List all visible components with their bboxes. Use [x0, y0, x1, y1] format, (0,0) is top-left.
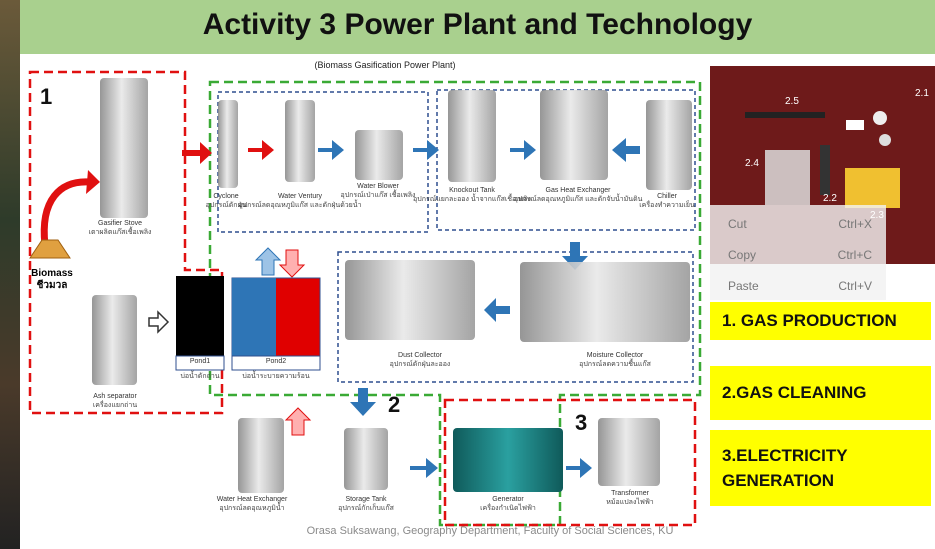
section-number: 1 — [40, 84, 52, 110]
arrow — [413, 140, 439, 160]
arrow — [280, 250, 304, 277]
component-label: Water Ventury — [278, 193, 322, 201]
photo-item — [873, 111, 887, 125]
component-thai: อุปกรณ์ลดอุณหภูมิแก๊ส และดักฝุ่นด้วยน้ำ — [238, 202, 361, 210]
component-label: Generator — [492, 496, 524, 504]
menu-label: Cut — [728, 217, 747, 231]
photo-label: 2.5 — [785, 96, 799, 107]
arrow — [256, 248, 280, 275]
component-label: Ash separator — [93, 393, 137, 401]
component-image — [92, 295, 137, 385]
component-thai: หม้อแปลงไฟฟ้า — [606, 499, 653, 507]
biomass-pile — [30, 240, 70, 258]
component-thai: เครื่องกำเนิดไฟฟ้า — [480, 505, 536, 513]
section-number: 3 — [575, 410, 587, 436]
menu-item[interactable]: Paste Ctrl+V — [712, 270, 888, 301]
photo-label: 2.1 — [915, 88, 929, 99]
photo-item — [879, 134, 891, 146]
component-image — [646, 100, 692, 190]
arrow — [566, 458, 592, 478]
component-label: Water Heat Exchanger — [217, 496, 288, 504]
component-image — [520, 262, 690, 342]
component-thai: อุปกรณ์ลดอุณหภูมิแก๊ส และดักจับน้ำมันดิน — [514, 196, 643, 204]
component-image — [285, 100, 315, 182]
pond-2-cool — [232, 278, 276, 356]
component-label: Water Blower — [357, 183, 399, 191]
component-label: Dust Collector — [398, 352, 442, 360]
stage-box: 2.GAS CLEANING — [710, 366, 931, 420]
photo-label: 2.4 — [745, 158, 759, 169]
component-thai: อุปกรณ์เป่าแก๊ส เชื้อเพลิง — [341, 192, 416, 200]
arrow — [86, 170, 100, 194]
component-thai: เครื่องแยกถ่าน — [93, 402, 137, 410]
component-thai: อุปกรณ์กักเก็บแก๊ส — [338, 505, 394, 513]
menu-label: Paste — [728, 279, 759, 293]
arrow — [484, 298, 510, 322]
component-label: Storage Tank — [345, 496, 386, 504]
component-label: Transformer — [611, 490, 649, 498]
section-number: 2 — [388, 392, 400, 418]
arrow — [286, 408, 310, 435]
component-label: Gasifier Stove — [98, 220, 142, 228]
component-label: Biomass — [31, 268, 73, 280]
menu-label: Copy — [728, 248, 756, 262]
arrow — [318, 140, 344, 160]
stage-box: 1. GAS PRODUCTION — [710, 302, 931, 340]
component-label: Cyclone — [213, 193, 238, 201]
component-label: Moisture Collector — [587, 352, 643, 360]
component-thai: เครื่องทำความเย็น — [639, 202, 694, 210]
photo-item — [846, 120, 864, 130]
photo-item — [765, 150, 810, 205]
menu-shortcut: Ctrl+C — [838, 248, 872, 262]
component-image — [345, 260, 475, 340]
component-label: Chiller — [657, 193, 677, 201]
arrow — [410, 458, 438, 478]
photo-item — [820, 145, 830, 195]
component-image — [218, 100, 238, 188]
component-image — [448, 90, 496, 182]
stage-box: 3.ELECTRICITY GENERATION — [710, 430, 931, 506]
photo-item — [845, 168, 900, 208]
arrow — [149, 312, 168, 332]
component-thai: บ่อน้ำระบายความร้อน — [242, 373, 309, 381]
arrow — [182, 142, 212, 164]
menu-item[interactable]: Cut Ctrl+X — [712, 208, 888, 239]
component-thai: อุปกรณ์ลดอุณหภูมิน้ำ — [219, 505, 284, 513]
footer: Orasa Suksawang, Geography Department, F… — [300, 524, 680, 538]
arrow — [350, 388, 376, 416]
arrow — [612, 138, 640, 162]
component-image — [344, 428, 388, 490]
component-image — [238, 418, 284, 493]
component-label: Knockout Tank — [449, 187, 495, 195]
component-thai: บ่อน้ำดักถ่าน — [180, 373, 219, 381]
component-image — [540, 90, 608, 180]
menu-shortcut: Ctrl+X — [838, 217, 872, 231]
photo-label: 2.2 — [823, 193, 837, 204]
component-thai: อุปกรณ์ลดความชื้นแก๊ส — [579, 361, 651, 369]
component-image — [598, 418, 660, 486]
arrow — [44, 182, 90, 245]
context-menu: Cut Ctrl+X Copy Ctrl+C Paste Ctrl+V — [712, 208, 888, 301]
slide: Activity 3 Power Plant and Technology (B… — [0, 0, 935, 549]
component-image — [355, 130, 403, 180]
photo-item — [745, 112, 825, 118]
component-label: Pond2 — [266, 358, 286, 366]
menu-item[interactable]: Copy Ctrl+C — [712, 239, 888, 270]
pond-1 — [176, 276, 224, 356]
menu-shortcut: Ctrl+V — [838, 279, 872, 293]
arrow — [510, 140, 536, 160]
component-image — [100, 78, 148, 218]
component-thai: อุปกรณ์ดักฝุ่นละออง — [390, 361, 451, 369]
component-label: Pond1 — [190, 358, 210, 366]
arrow — [248, 140, 274, 160]
component-label: Gas Heat Exchanger — [546, 187, 611, 195]
component-thai: เตาผลิตแก๊สเชื้อเพลิง — [89, 229, 152, 237]
component-thai: ชีวมวล — [37, 280, 68, 292]
component-image — [453, 428, 563, 492]
